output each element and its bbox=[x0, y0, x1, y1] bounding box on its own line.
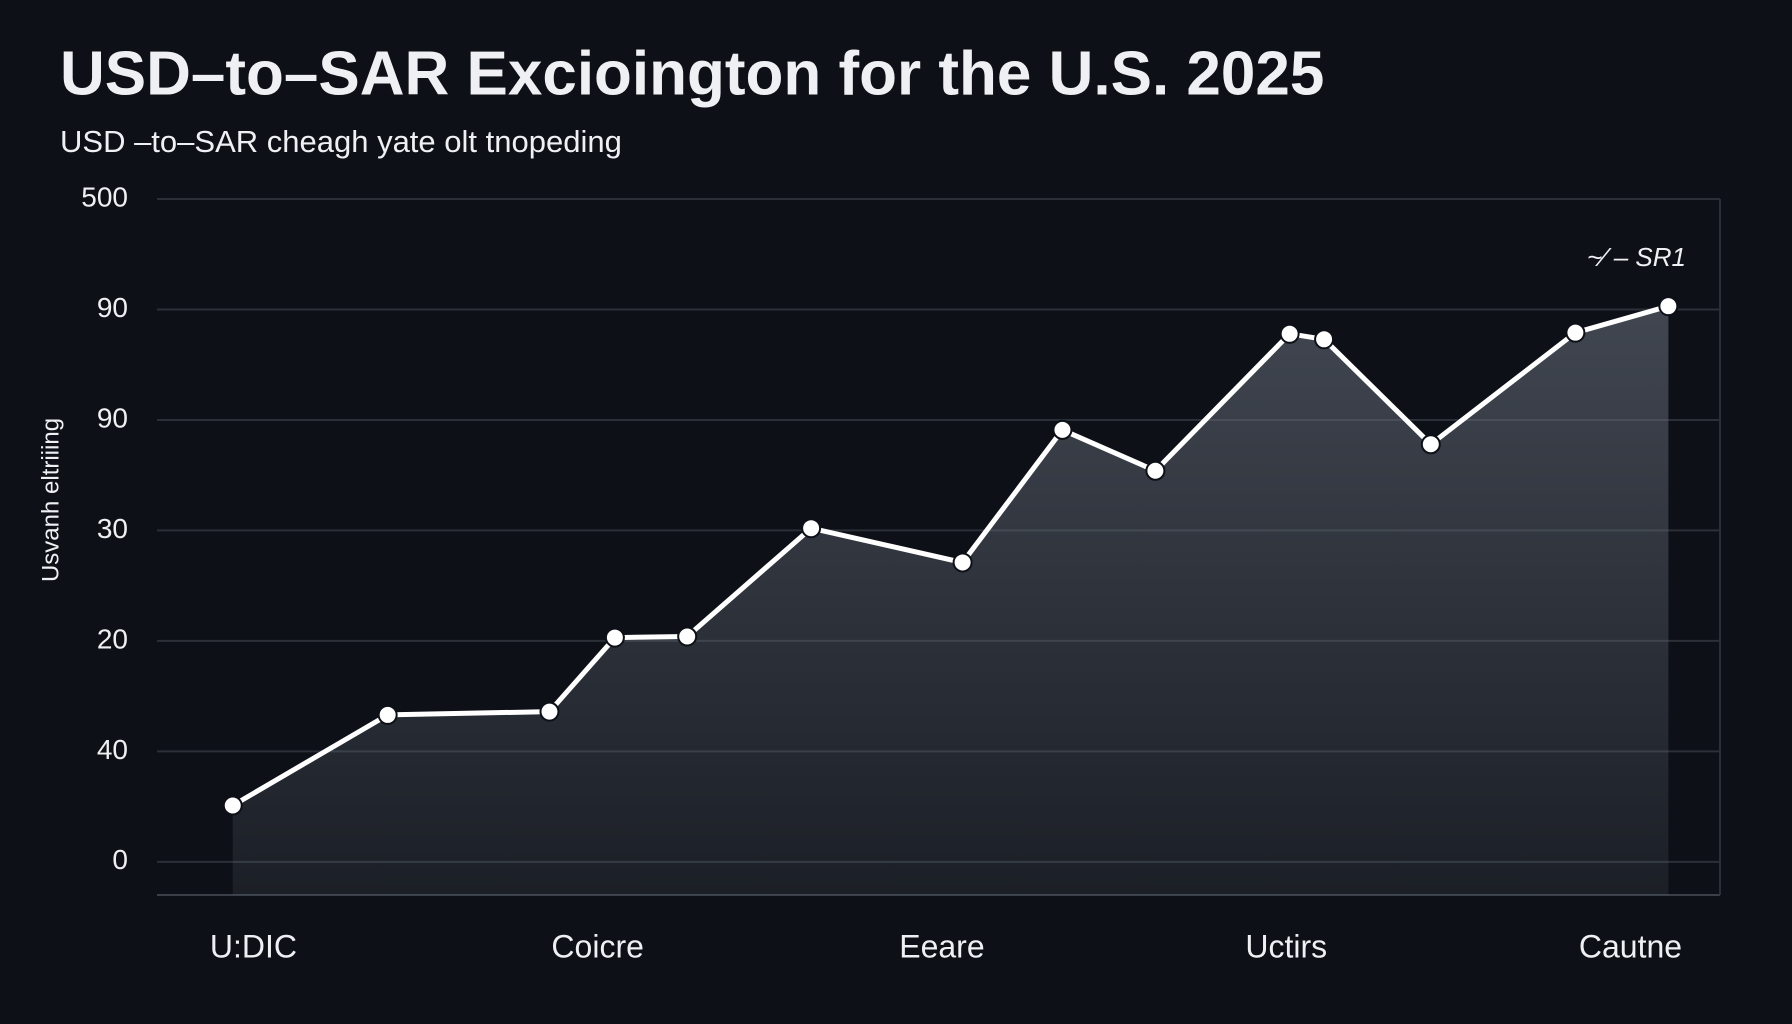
point bbox=[1052, 419, 1073, 440]
area bbox=[232, 306, 1669, 895]
y-tick-label: 40 bbox=[97, 734, 128, 765]
y-tick-label: 30 bbox=[97, 513, 128, 544]
x-tick-label: U:DIC bbox=[210, 928, 297, 964]
y-axis-label: Usvanh eltriiing bbox=[37, 418, 64, 582]
point bbox=[377, 704, 398, 725]
point bbox=[801, 518, 822, 539]
x-tick-label: Coicre bbox=[551, 928, 643, 964]
x-tick-label: Cautne bbox=[1579, 928, 1682, 964]
chart-title: USD–to–SAR Excioington for the U.S. 2025 bbox=[60, 39, 1324, 108]
point bbox=[952, 552, 973, 573]
point bbox=[1658, 296, 1679, 317]
y-tick-label: 500 bbox=[81, 181, 128, 212]
point bbox=[604, 627, 625, 648]
point bbox=[1565, 322, 1586, 343]
y-tick-label: 90 bbox=[97, 402, 128, 433]
annotation: ~⁄ – SR1 bbox=[1587, 242, 1686, 272]
point bbox=[1420, 434, 1441, 455]
point bbox=[1314, 329, 1335, 350]
y-tick-label: 90 bbox=[97, 292, 128, 323]
chart-subtitle: USD –to–SAR cheagh yate olt tnopeding bbox=[60, 124, 622, 159]
y-tick-label: 0 bbox=[112, 844, 128, 875]
x-tick-label: Eeare bbox=[899, 928, 984, 964]
point bbox=[539, 701, 560, 722]
x-tick-label: Uctirs bbox=[1245, 928, 1327, 964]
point bbox=[1145, 460, 1166, 481]
line bbox=[231, 303, 1670, 808]
point bbox=[222, 795, 243, 816]
y-tick-label: 20 bbox=[97, 623, 128, 654]
point bbox=[677, 626, 698, 647]
point bbox=[1279, 323, 1300, 344]
